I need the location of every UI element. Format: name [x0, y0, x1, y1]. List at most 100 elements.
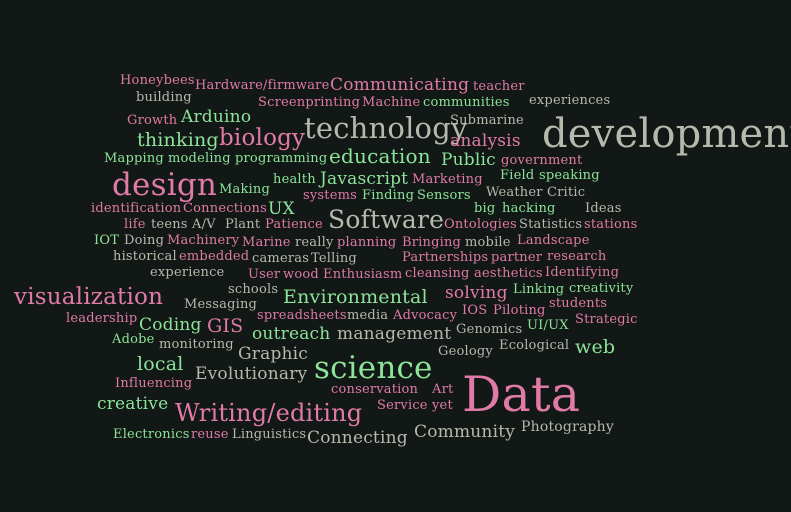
word-messaging: Messaging: [184, 297, 258, 312]
word-landscape: Landscape: [517, 233, 590, 248]
word-honeybees: Honeybees: [120, 73, 195, 88]
word-critic: Critic: [547, 185, 586, 200]
word-service: Service: [377, 398, 428, 413]
word-development: development: [542, 111, 791, 157]
word-patience: Patience: [265, 217, 323, 232]
word-sensors: Sensors: [417, 188, 471, 203]
word-education: education: [329, 144, 431, 168]
word-submarine: Submarine: [450, 113, 524, 128]
word-creativity: creativity: [569, 281, 634, 296]
word-screenprinting: Screenprinting: [258, 95, 361, 110]
word-writing-editing: Writing/editing: [175, 399, 363, 427]
word-schools: schools: [228, 282, 279, 297]
word-telling: Telling: [311, 251, 357, 266]
word-iot: IOT: [94, 233, 120, 248]
word-ecological: Ecological: [499, 338, 570, 353]
word-wood: wood: [283, 267, 319, 282]
word-genomics: Genomics: [456, 322, 523, 337]
word-linguistics: Linguistics: [232, 427, 307, 442]
word-management: management: [337, 324, 452, 344]
word-life: life: [124, 217, 146, 232]
word-embedded: embedded: [179, 249, 250, 264]
word-a-v: A/V: [192, 217, 216, 232]
word-identifying: Identifying: [545, 265, 620, 280]
word-statistics: Statistics: [519, 217, 583, 232]
word-technology: technology: [304, 111, 468, 145]
word-environmental: Environmental: [283, 286, 428, 308]
word-experiences: experiences: [529, 93, 611, 108]
word-analysis: analysis: [450, 131, 521, 151]
word-yet: yet: [432, 398, 453, 413]
word-electronics: Electronics: [113, 427, 190, 442]
word-finding: Finding: [362, 188, 415, 203]
word-piloting: Piloting: [493, 303, 546, 318]
word-connecting: Connecting: [307, 428, 408, 448]
word-cleansing: cleansing: [405, 266, 470, 281]
word-ui-ux: UI/UX: [527, 318, 569, 333]
word-photography: Photography: [521, 419, 615, 435]
word-making: Making: [219, 182, 270, 197]
word-creative: creative: [97, 394, 169, 414]
word-monitoring: monitoring: [159, 337, 234, 352]
word-outreach: outreach: [252, 324, 331, 344]
word-really: really: [295, 235, 334, 250]
word-bringing: Bringing: [402, 235, 462, 250]
word-systems: systems: [303, 188, 358, 203]
word-thinking: thinking: [137, 129, 219, 151]
word-local: local: [137, 353, 184, 375]
word-strategic: Strategic: [575, 312, 638, 327]
word-machinery: Machinery: [167, 233, 240, 248]
word-adobe: Adobe: [112, 332, 155, 347]
word-connections: Connections: [183, 201, 267, 216]
word-mapping: Mapping: [104, 151, 164, 166]
word-science: science: [314, 350, 433, 386]
word-aesthetics: aesthetics: [474, 266, 543, 281]
word-building: building: [136, 90, 192, 105]
word-public: Public: [441, 150, 496, 170]
word-field: Field: [500, 168, 535, 183]
word-experience: experience: [150, 265, 225, 280]
word-javascript: Javascript: [320, 169, 409, 189]
word-enthusiasm: Enthusiasm: [323, 267, 403, 282]
word-arduino: Arduino: [181, 107, 252, 127]
word-plant: Plant: [225, 217, 261, 232]
word-teens: teens: [151, 217, 188, 232]
word-linking: Linking: [513, 282, 565, 297]
word-media: media: [347, 308, 389, 323]
word-graphic: Graphic: [238, 344, 309, 364]
word-teacher: teacher: [473, 79, 525, 94]
word-geology: Geology: [438, 344, 493, 359]
word-conservation: conservation: [331, 382, 419, 397]
word-weather: Weather: [486, 185, 543, 200]
word-ideas: Ideas: [585, 201, 622, 216]
word-stations: stations: [584, 217, 638, 232]
word-health: health: [273, 172, 316, 187]
word-visualization: visualization: [14, 284, 164, 310]
word-cameras: cameras: [252, 251, 310, 266]
word-mobile: mobile: [465, 235, 511, 250]
word-government: government: [501, 153, 583, 168]
word-programming: programming: [235, 151, 328, 166]
word-historical: historical: [113, 249, 177, 264]
word-gis: GIS: [207, 315, 244, 337]
word-identification: identification: [91, 201, 182, 216]
word-web: web: [575, 336, 616, 358]
word-ontologies: Ontologies: [444, 217, 517, 232]
word-reuse: reuse: [191, 427, 229, 442]
word-big: big: [474, 201, 496, 216]
word-user: User: [248, 267, 281, 282]
word-partnerships: Partnerships: [402, 250, 489, 265]
word-solving: solving: [445, 283, 508, 303]
word-marketing: Marketing: [412, 172, 483, 187]
word-biology: biology: [219, 125, 306, 151]
word-research: research: [547, 249, 607, 264]
word-communities: communities: [423, 95, 510, 110]
word-spreadsheets: spreadsheets: [257, 308, 347, 323]
word-software: Software: [328, 205, 445, 234]
word-design: design: [112, 167, 218, 203]
word-leadership: leadership: [66, 311, 138, 326]
word-hacking: hacking: [502, 201, 556, 216]
word-communicating: Communicating: [330, 75, 470, 95]
word-coding: Coding: [139, 315, 202, 335]
